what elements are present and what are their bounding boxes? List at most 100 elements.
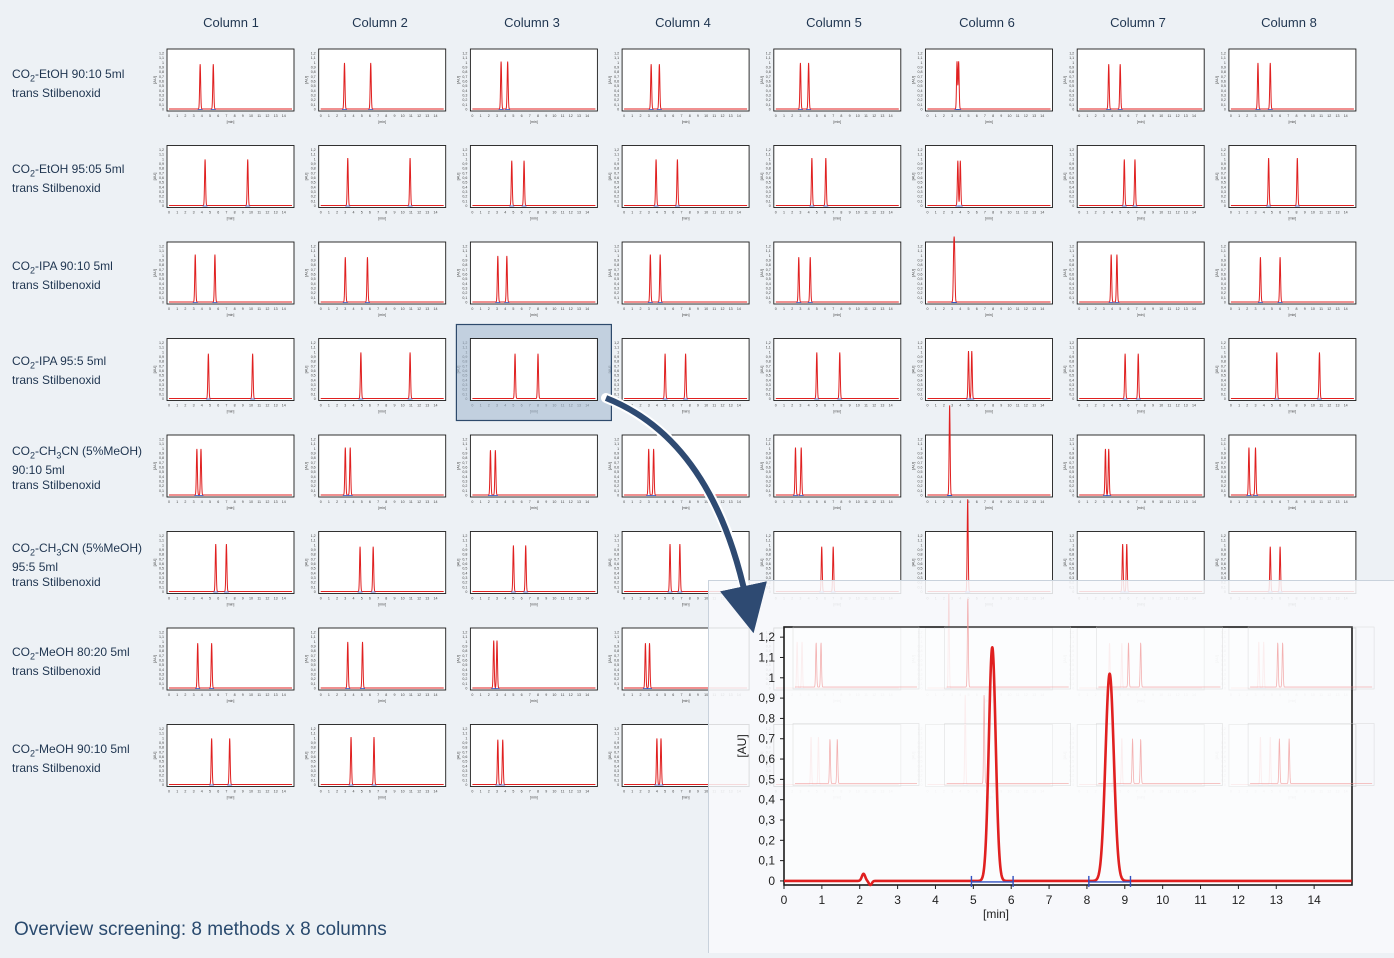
mini-y-tick: 0,6: [766, 562, 771, 566]
mini-chromatogram[interactable]: 00,10,20,30,40,50,60,70,80,911,11,2[AU]0…: [152, 724, 295, 800]
mini-y-tick: 0,7: [311, 461, 316, 465]
mini-chromatogram[interactable]: 00,10,20,30,40,50,60,70,80,911,11,2[AU]0…: [455, 724, 598, 800]
mini-chromatogram[interactable]: 00,10,20,30,40,50,60,70,80,911,11,2[AU]0…: [152, 627, 295, 703]
mini-x-tick: 2: [1246, 404, 1248, 408]
mini-x-tick: 13: [880, 404, 884, 408]
mini-x-tick: 9: [1000, 114, 1002, 118]
mini-chromatogram[interactable]: 00,10,20,30,40,50,60,70,80,911,11,2[AU]0…: [911, 145, 1053, 221]
mini-chromatogram[interactable]: 00,10,20,30,40,50,60,70,80,911,11,2[AU]0…: [304, 145, 447, 221]
mini-chromatogram[interactable]: 00,10,20,30,40,50,60,70,80,911,11,2[AU]0…: [1062, 145, 1205, 221]
mini-y-tick: 0,6: [311, 273, 316, 277]
mini-chromatogram[interactable]: 00,10,20,30,40,50,60,70,80,911,11,2[AU]0…: [152, 241, 295, 317]
mini-y-tick: 0,6: [918, 562, 923, 566]
mini-x-tick: 6: [217, 597, 219, 601]
mini-chromatogram[interactable]: 00,10,20,30,40,50,60,70,80,911,11,2[AU]0…: [304, 338, 447, 414]
mini-x-tick: 12: [417, 597, 421, 601]
mini-x-tick: 2: [1246, 500, 1248, 504]
mini-chromatogram[interactable]: 00,10,20,30,40,50,60,70,80,911,11,2[AU]0…: [455, 145, 598, 221]
ghost-mini-frame: [1247, 626, 1375, 690]
mini-y-label: [AU]: [911, 462, 916, 470]
mini-y-tick: 0,3: [159, 769, 164, 773]
mini-x-tick: 1: [631, 307, 633, 311]
mini-chromatogram[interactable]: 00,10,20,30,40,50,60,70,80,911,11,2[AU]0…: [607, 48, 750, 124]
mini-chromatogram[interactable]: 00,10,20,30,40,50,60,70,80,911,11,2[AU]0…: [759, 241, 902, 317]
mini-y-tick: 0,2: [1069, 291, 1074, 295]
mini-chromatogram[interactable]: 00,10,20,30,40,50,60,70,80,911,11,2[AU]0…: [152, 145, 295, 221]
mini-x-tick: 1: [328, 211, 330, 215]
mini-chromatogram[interactable]: 00,10,20,30,40,50,60,70,80,911,11,2[AU]0…: [1062, 434, 1205, 510]
mini-y-tick: 0,6: [159, 659, 164, 663]
mini-chromatogram[interactable]: 00,10,20,30,40,50,60,70,80,911,11,2[AU]0…: [304, 434, 447, 510]
mini-y-tick: 0,4: [614, 378, 619, 382]
mini-chromatogram[interactable]: 00,10,20,30,40,50,60,70,80,911,11,2[AU]0…: [152, 434, 295, 510]
mini-x-tick: 8: [689, 404, 691, 408]
mini-y-tick: 1,1: [918, 539, 923, 543]
mini-y-tick: 0: [162, 494, 164, 498]
mini-y-tick: 1,2: [614, 52, 619, 56]
mini-x-tick: 9: [394, 114, 396, 118]
row-label-line: CO2-CH3CN (5%MeOH): [12, 444, 143, 461]
mini-chromatogram[interactable]: 00,10,20,30,40,50,60,70,80,911,11,2[AU]0…: [1062, 338, 1205, 414]
mini-chromatogram[interactable]: 00,10,20,30,40,50,60,70,80,911,11,2[AU]0…: [1214, 48, 1357, 124]
mini-chromatogram[interactable]: 00,10,20,30,40,50,60,70,80,911,11,2[AU]0…: [152, 531, 295, 607]
mini-x-tick: 3: [496, 307, 498, 311]
mini-chromatogram[interactable]: 00,10,20,30,40,50,60,70,80,911,11,2[AU]0…: [455, 627, 598, 703]
mini-chromatogram[interactable]: 00,10,20,30,40,50,60,70,80,911,11,2[AU]0…: [304, 724, 447, 800]
mini-chromatogram[interactable]: 00,10,20,30,40,50,60,70,80,911,11,2[AU]0…: [911, 405, 1053, 510]
mini-x-tick: 14: [282, 211, 286, 215]
mini-x-tick: 13: [577, 307, 581, 311]
mini-chromatogram[interactable]: 00,10,20,30,40,50,60,70,80,911,11,2[AU]0…: [607, 434, 750, 510]
mini-chromatogram[interactable]: 00,10,20,30,40,50,60,70,80,911,11,2[AU]0…: [304, 531, 447, 607]
mini-chromatogram[interactable]: 00,10,20,30,40,50,60,70,80,911,11,2[AU]0…: [455, 241, 598, 317]
mini-x-tick: 4: [808, 500, 810, 504]
mini-x-tick: 1: [631, 404, 633, 408]
mini-x-tick: 6: [1279, 114, 1281, 118]
mini-chromatogram[interactable]: 00,10,20,30,40,50,60,70,80,911,11,2[AU]0…: [759, 338, 902, 414]
mini-y-label: [AU]: [304, 462, 309, 470]
mini-x-tick: 12: [721, 307, 725, 311]
mini-chromatogram-selected[interactable]: [469, 338, 598, 401]
mini-x-tick: 13: [1032, 211, 1036, 215]
mini-chromatogram[interactable]: 00,10,20,30,40,50,60,70,80,911,11,2[AU]0…: [607, 338, 750, 414]
mini-x-tick: 13: [729, 114, 733, 118]
mini-chromatogram[interactable]: 00,10,20,30,40,50,60,70,80,911,11,2[AU]0…: [1214, 241, 1357, 317]
mini-chromatogram[interactable]: 00,10,20,30,40,50,60,70,80,911,11,2[AU]0…: [304, 241, 447, 317]
mini-chromatogram[interactable]: 00,10,20,30,40,50,60,70,80,911,11,2[AU]0…: [1214, 145, 1357, 221]
mini-chromatogram[interactable]: 00,10,20,30,40,50,60,70,80,911,11,2[AU]0…: [607, 145, 750, 221]
mini-x-tick: 6: [1127, 404, 1129, 408]
mini-x-tick: 7: [832, 114, 834, 118]
mini-chromatogram[interactable]: 00,10,20,30,40,50,60,70,80,911,11,2[AU]0…: [759, 48, 902, 124]
mini-y-label: [AU]: [911, 76, 916, 84]
mini-y-label: [AU]: [1062, 76, 1067, 84]
mini-chromatogram[interactable]: 00,10,20,30,40,50,60,70,80,911,11,2[AU]0…: [911, 338, 1053, 414]
mini-chromatogram[interactable]: 00,10,20,30,40,50,60,70,80,911,11,2[AU]0…: [1062, 48, 1205, 124]
mini-x-tick: 4: [504, 307, 506, 311]
mini-chromatogram[interactable]: 00,10,20,30,40,50,60,70,80,911,11,2[AU]0…: [759, 145, 902, 221]
mini-x-tick: 6: [824, 404, 826, 408]
mini-chromatogram[interactable]: 00,10,20,30,40,50,60,70,80,911,11,2[AU]0…: [152, 338, 295, 414]
mini-y-tick: 1: [921, 350, 923, 354]
row-label-line: 95:5 5ml: [12, 560, 59, 575]
mini-chromatogram[interactable]: 00,10,20,30,40,50,60,70,80,911,11,2[AU]0…: [304, 627, 447, 703]
mini-chromatogram[interactable]: 00,10,20,30,40,50,60,70,80,911,11,2[AU]0…: [152, 48, 295, 124]
mini-chromatogram[interactable]: 00,10,20,30,40,50,60,70,80,911,11,2[AU]0…: [911, 236, 1053, 317]
mini-chromatogram[interactable]: 00,10,20,30,40,50,60,70,80,911,11,2[AU]0…: [455, 434, 598, 510]
mini-plot-frame: [773, 48, 902, 112]
ghost-mini-frame: [792, 626, 920, 690]
mini-chromatogram[interactable]: 00,10,20,30,40,50,60,70,80,911,11,2[AU]0…: [911, 48, 1053, 124]
mini-chromatogram[interactable]: 00,10,20,30,40,50,60,70,80,911,11,2[AU]0…: [607, 241, 750, 317]
mini-chromatogram[interactable]: 00,10,20,30,40,50,60,70,80,911,11,2[AU]0…: [1062, 241, 1205, 317]
mini-chromatogram[interactable]: 00,10,20,30,40,50,60,70,80,911,11,2[AU]0…: [455, 531, 598, 607]
mini-chromatogram[interactable]: 00,10,20,30,40,50,60,70,80,911,11,2[AU]0…: [304, 48, 447, 124]
mini-y-tick: 1: [617, 254, 619, 258]
mini-chromatogram[interactable]: 00,10,20,30,40,50,60,70,80,911,11,2[AU]0…: [1214, 338, 1357, 414]
ghost-mini-trace: [946, 695, 1069, 784]
mini-x-tick: 0: [623, 307, 625, 311]
mini-chromatogram[interactable]: 00,10,20,30,40,50,60,70,80,911,11,2[AU]0…: [455, 48, 598, 124]
mini-y-tick: 1: [162, 447, 164, 451]
mini-chromatogram[interactable]: 00,10,20,30,40,50,60,70,80,911,11,2[AU]0…: [759, 434, 902, 510]
mini-y-tick: 0,6: [462, 562, 467, 566]
mini-x-tick: 14: [1040, 211, 1044, 215]
mini-chromatogram[interactable]: 00,10,20,30,40,50,60,70,80,911,11,2[AU]0…: [1214, 434, 1357, 510]
mini-x-label: [min]: [378, 120, 386, 124]
